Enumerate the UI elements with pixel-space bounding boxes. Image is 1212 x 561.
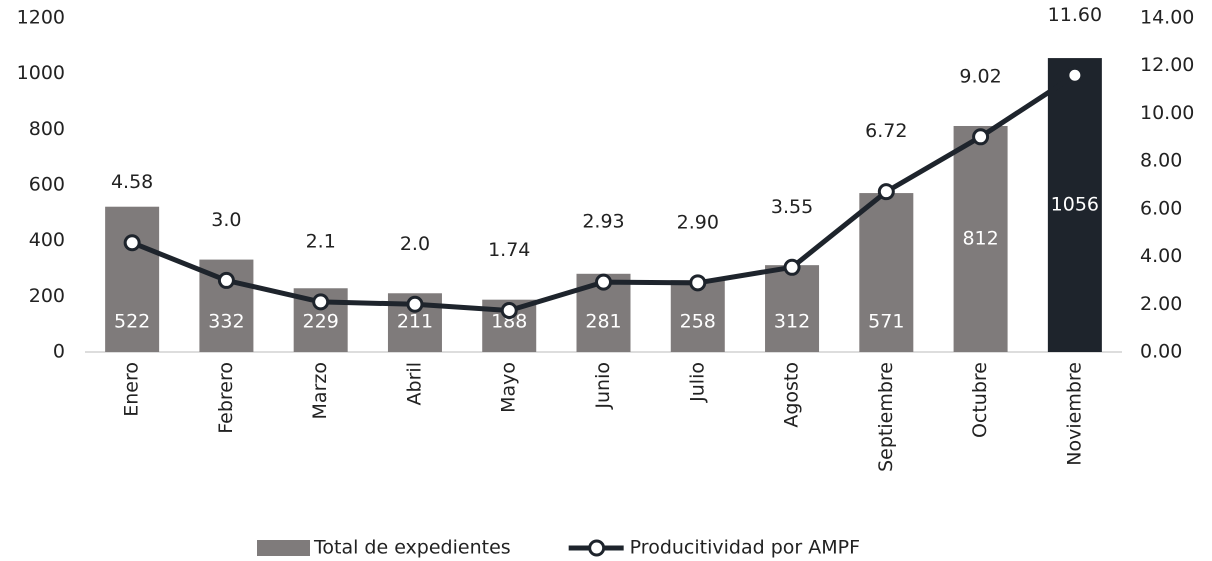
x-tick-label: Junio — [592, 362, 614, 410]
x-tick-label: Marzo — [309, 362, 331, 419]
bar — [765, 265, 820, 352]
legend-label: Total de expedientes — [313, 537, 511, 559]
x-tick-label: Noviembre — [1063, 362, 1085, 466]
line-point — [312, 293, 330, 311]
y2-tick-label: 6.00 — [1140, 197, 1182, 219]
bar-value-label: 211 — [397, 311, 433, 333]
x-tick-label: Octubre — [969, 362, 991, 438]
bar-value-label: 522 — [114, 311, 150, 333]
y-tick-label: 200 — [29, 285, 65, 307]
line-value-label: 4.58 — [111, 171, 153, 193]
y2-tick-label: 2.00 — [1140, 293, 1182, 315]
bar-value-label: 188 — [491, 311, 527, 333]
y-tick-label: 1000 — [17, 62, 65, 84]
line-point — [972, 128, 990, 146]
y2-tick-label: 12.00 — [1140, 54, 1194, 76]
line-value-label: 2.90 — [677, 211, 719, 233]
x-tick-label: Mayo — [498, 362, 520, 413]
x-tick-label: Julio — [686, 362, 708, 403]
line-point — [595, 273, 612, 291]
line-value-label: 2.0 — [400, 233, 430, 255]
bar — [859, 193, 914, 352]
y2-tick-label: 8.00 — [1140, 150, 1182, 172]
y2-tick-label: 10.00 — [1140, 102, 1194, 124]
y-tick-label: 800 — [29, 118, 65, 140]
legend-label: Producitividad por AMPF — [630, 537, 860, 559]
bar-value-label: 332 — [208, 311, 244, 333]
line-value-label: 6.72 — [865, 120, 907, 142]
line-point — [123, 234, 141, 252]
bar-value-label: 229 — [303, 311, 339, 333]
bar-value-label: 571 — [868, 311, 904, 333]
bar-value-label: 312 — [774, 311, 810, 333]
line-value-label: 3.55 — [771, 196, 813, 218]
bar — [105, 206, 160, 352]
x-tick-label: Febrero — [215, 362, 237, 434]
y-tick-label: 1200 — [17, 7, 65, 29]
line-point — [783, 258, 801, 276]
line-value-label: 2.1 — [306, 230, 336, 252]
line-point — [877, 183, 895, 201]
y-tick-label: 400 — [29, 229, 65, 251]
bar-value-label: 258 — [680, 311, 716, 333]
line-value-label: 9.02 — [959, 65, 1001, 87]
x-tick-label: Agosto — [781, 362, 803, 428]
line-point — [500, 301, 518, 319]
bar-value-label: 812 — [962, 227, 998, 249]
x-tick-label: Septiembre — [875, 362, 897, 472]
bar — [953, 125, 1008, 352]
bar-value-label: 281 — [585, 311, 621, 333]
line-value-label: 1.74 — [488, 239, 530, 261]
y2-tick-label: 4.00 — [1140, 245, 1182, 267]
line-point — [1066, 66, 1084, 84]
bar — [670, 280, 725, 352]
bar-value-label: 1056 — [1051, 194, 1099, 216]
line-value-label: 3.0 — [211, 209, 241, 231]
y2-tick-label: 14.00 — [1140, 7, 1194, 29]
line-value-label: 2.93 — [582, 211, 624, 233]
y-tick-label: 0 — [53, 341, 65, 363]
line-value-label: 11.60 — [1048, 4, 1102, 26]
bar — [1047, 58, 1102, 353]
x-tick-label: Enero — [121, 362, 143, 417]
legend-swatch-point — [588, 539, 606, 557]
legend-swatch — [257, 540, 310, 556]
y-tick-label: 600 — [29, 174, 65, 196]
line-point — [689, 274, 707, 292]
line-point — [406, 295, 424, 313]
x-tick-label: Abril — [403, 362, 425, 405]
line-point — [217, 271, 235, 289]
y2-tick-label: 0.00 — [1140, 341, 1182, 363]
